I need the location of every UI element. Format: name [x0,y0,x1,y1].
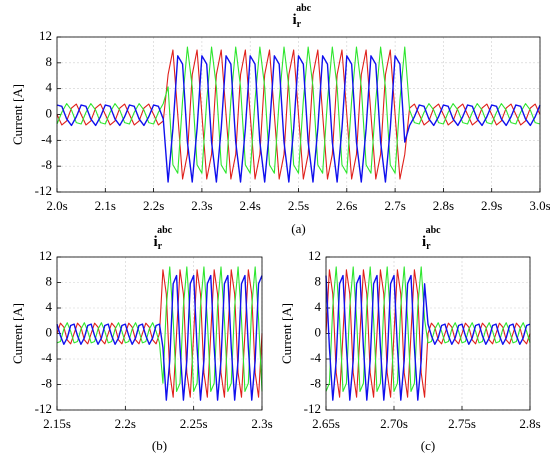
y-tick-label: -4 [41,131,52,146]
y-tick-label: 12 [39,28,52,43]
title-sub: r [426,241,431,252]
x-tick-label: 2.9s [481,198,502,213]
x-tick-label: 2.8s [519,416,540,431]
y-tick-label: 4 [46,299,53,314]
series-line [325,266,531,393]
y-tick-label: 8 [315,273,322,288]
caption: (b) [152,438,167,453]
x-tick-label: 2.8s [433,198,454,213]
series-line [56,269,263,398]
y-tick-label: -12 [35,183,52,198]
x-tick-label: 2.3s [251,416,272,431]
y-tick-label: -8 [41,375,52,390]
caption: (a) [291,221,305,236]
series-line [56,49,541,180]
y-tick-label: 8 [46,273,53,288]
x-tick-label: 2.6s [336,198,357,213]
plot-frame [56,256,263,411]
x-tick-label: 2.65s [312,416,340,431]
title-sup: abc [426,225,442,236]
x-tick-label: 2.70s [380,416,408,431]
series-line [56,46,541,174]
y-tick-label: -8 [310,375,321,390]
x-tick-label: 2.75s [448,416,476,431]
chart-title: ir abc [422,225,441,252]
y-axis-label: Current [A] [279,303,294,364]
y-tick-label: 12 [39,248,52,263]
subplot: -12 -8 -4 0 4 8 12 2.65s 2.70s 2.75s 2.8s ir abc Curr… [279,225,541,453]
x-tick-label: 2.0s [46,198,67,213]
series-line [325,269,531,398]
y-tick-label: 4 [46,80,53,95]
subplot: -12 -8 -4 0 4 8 12 2.15s 2.2s 2.25s 2.3s ir abc Curre… [10,225,273,453]
series-line [56,266,263,393]
series-line [325,274,531,401]
y-tick-label: 12 [308,248,321,263]
chart-title: ir abc [154,225,173,252]
caption: (c) [421,438,435,453]
y-tick-label: 0 [315,324,322,339]
series-line [56,274,263,401]
x-tick-label: 2.1s [95,198,116,213]
y-axis-label: Current [A] [10,303,25,364]
series-line [56,55,541,183]
y-tick-label: 4 [315,299,322,314]
title-main: i [422,234,426,250]
y-tick-label: -4 [310,350,321,365]
x-tick-label: 2.2s [115,416,136,431]
y-tick-label: 0 [46,324,53,339]
y-axis-label: Current [A] [10,84,25,145]
title-sub: r [297,19,302,30]
y-tick-label: -8 [41,157,52,172]
y-tick-label: -12 [304,401,321,416]
x-tick-label: 2.15s [43,416,71,431]
title-sub: r [158,241,163,252]
x-tick-label: 2.2s [143,198,164,213]
title-sup: abc [157,225,173,236]
title-main: i [293,12,297,28]
x-tick-label: 2.5s [288,198,309,213]
x-tick-label: 2.4s [240,198,261,213]
y-tick-label: -12 [35,401,52,416]
title-main: i [154,234,158,250]
y-tick-label: -4 [41,350,52,365]
y-tick-label: 8 [46,54,53,69]
plot-frame [325,256,531,411]
plot-frame [56,36,541,193]
title-sup: abc [296,3,312,14]
x-tick-label: 2.25s [180,416,208,431]
y-tick-label: 0 [46,105,53,120]
x-tick-label: 3.0s [529,198,550,213]
chart-title: ir abc [293,3,312,30]
subplot: -12 -8 -4 0 4 8 12 2.0s 2.1s 2.2s 2.3s 2.4s 2.5s 2.6s… [10,3,550,236]
x-tick-label: 2.7s [384,198,405,213]
x-tick-label: 2.3s [191,198,212,213]
